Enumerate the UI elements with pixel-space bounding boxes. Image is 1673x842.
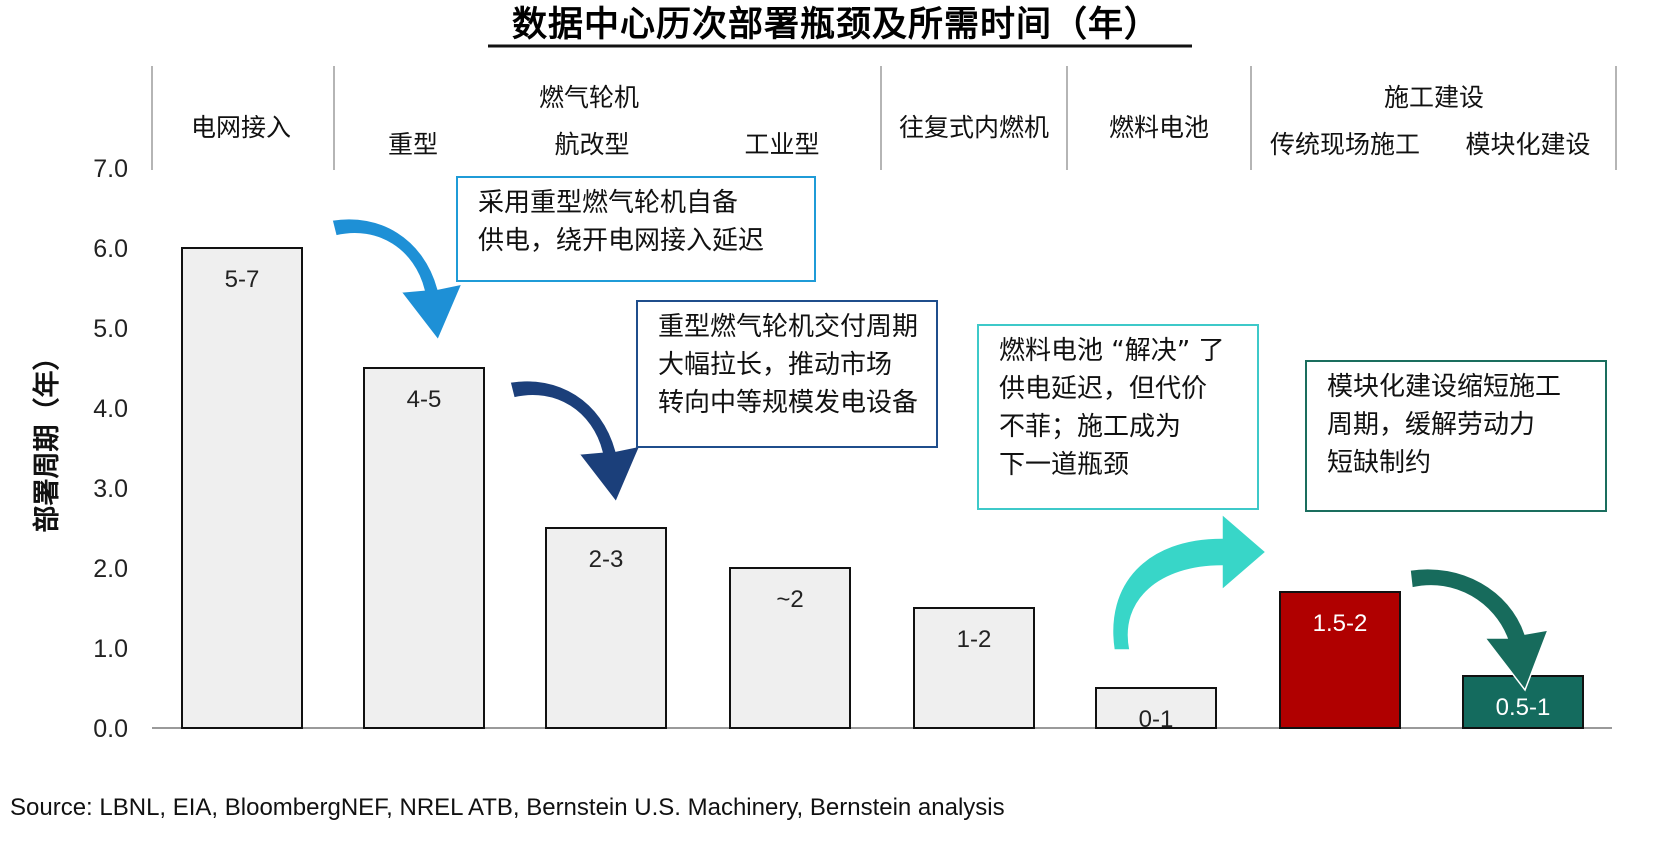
- y-tick-label: 1.0: [93, 635, 128, 663]
- y-tick-label: 0.0: [93, 715, 128, 743]
- y-tick-label: 7.0: [93, 155, 128, 183]
- curved-arrow-icon: [509, 379, 642, 504]
- bar-data-label: 1.5-2: [1313, 610, 1368, 637]
- y-axis-title: 部署周期（年）: [31, 344, 63, 533]
- header-group-label: 燃料电池: [1109, 113, 1209, 142]
- y-axis: 0.0 1.0 2.0 3.0 4.0 5.0 6.0 7.0 部署周期（年）: [31, 155, 1612, 743]
- bar: [363, 367, 485, 729]
- header-group-label: 电网接入: [191, 113, 291, 142]
- curved-arrow-icon: [1409, 568, 1550, 692]
- y-tick-label: 2.0: [93, 555, 128, 583]
- callout-heavy-turbine: 采用重型燃气轮机自备 供电，绕开电网接入延迟: [456, 176, 816, 282]
- y-tick-label: 5.0: [93, 315, 128, 343]
- header-sub-label: 工业型: [744, 130, 819, 159]
- bar-data-label: 4-5: [407, 386, 442, 413]
- y-tick-label: 6.0: [93, 235, 128, 263]
- header-sub-label: 重型: [388, 130, 438, 159]
- bar: [1095, 687, 1217, 729]
- bar: [729, 567, 851, 729]
- bar: [913, 607, 1035, 729]
- y-tick-label: 3.0: [93, 475, 128, 503]
- bar-data-label: ~2: [776, 586, 803, 613]
- curved-arrow-icon: [1111, 512, 1268, 651]
- callout-turbine-delay: 重型燃气轮机交付周期 大幅拉长，推动市场 转向中等规模发电设备: [636, 300, 938, 448]
- bar-data-label: 0.5-1: [1496, 694, 1551, 721]
- header-sub-label: 传统现场施工: [1270, 130, 1420, 159]
- bar: [545, 527, 667, 729]
- arrows: [331, 217, 1550, 692]
- header-sub-label: 模块化建设: [1465, 130, 1590, 159]
- bar-data-label: 5-7: [225, 266, 260, 293]
- chart-title: 数据中心历次部署瓶颈及所需时间（年）: [512, 5, 1160, 45]
- source-note: Source: LBNL, EIA, BloombergNEF, NREL AT…: [10, 794, 1005, 821]
- callout-fuel-cell: 燃料电池 “解决” 了 供电延迟，但代价 不菲；施工成为 下一道瓶颈: [977, 324, 1259, 510]
- bar-data-label: 2-3: [589, 546, 624, 573]
- bar-data-label: 0-1: [1139, 706, 1174, 733]
- bar: [181, 247, 303, 729]
- header-group-label: 往复式内燃机: [899, 113, 1049, 142]
- header-sub-label: 航改型: [554, 130, 629, 159]
- bar-data-label: 1-2: [957, 626, 992, 653]
- y-tick-label: 4.0: [93, 395, 128, 423]
- bar: [1279, 591, 1401, 729]
- header-group-label: 燃气轮机: [539, 83, 639, 112]
- callout-modular: 模块化建设缩短施工 周期，缓解劳动力 短缺制约: [1305, 360, 1607, 512]
- header-group-label: 施工建设: [1384, 83, 1484, 112]
- curved-arrow-icon: [331, 217, 464, 342]
